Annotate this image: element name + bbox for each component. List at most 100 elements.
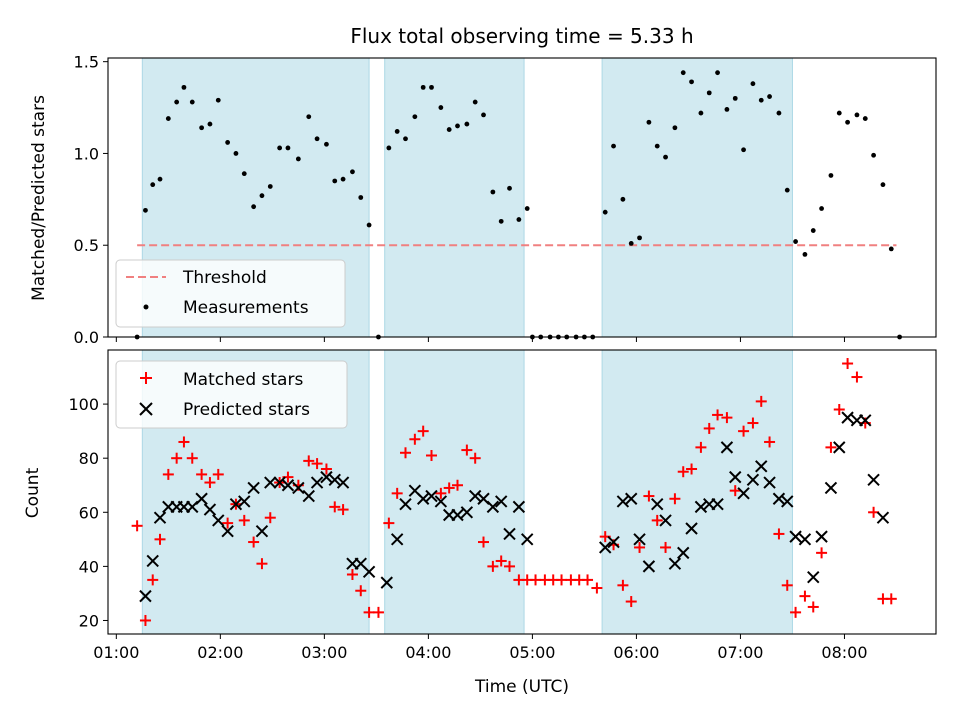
measurements-point [689, 79, 694, 85]
matched-stars-point [363, 606, 375, 618]
x-tick-label: 02:00 [197, 643, 243, 662]
measurements-point [611, 143, 616, 149]
matched-stars-point [186, 452, 198, 464]
measurements-point [241, 171, 247, 177]
measurements-point [680, 70, 686, 76]
measurements-point [845, 119, 850, 125]
predicted-stars-point [867, 473, 880, 487]
x-tick-label: 01:00 [93, 643, 139, 662]
matched-stars-point [409, 433, 421, 445]
predicted-stars-point [633, 533, 646, 546]
predicted-stars-point [763, 476, 776, 489]
predicted-stars-point [798, 533, 812, 546]
measurements-point [394, 129, 400, 134]
measurements-point [767, 94, 772, 99]
matched-stars-point [461, 444, 473, 456]
matched-stars-point [329, 501, 341, 513]
matched-stars-point [755, 395, 767, 407]
legend-measurements-swatch [143, 304, 149, 310]
matched-stars-point [154, 533, 166, 545]
predicted-stars-point [221, 525, 234, 538]
measurements-point [715, 70, 720, 76]
predicted-stars-point [195, 492, 208, 505]
measurements-point [828, 173, 834, 178]
measurements-point [784, 187, 790, 193]
measurements-point [654, 143, 660, 149]
measurements-point [412, 114, 418, 120]
measurements-point [871, 152, 876, 158]
measurements-point [481, 112, 486, 118]
predicted-stars-point [520, 533, 534, 546]
count-y-ticks: 20 40 60 80 100 [68, 395, 108, 630]
predicted-stars-point [815, 530, 828, 543]
predicted-stars-point [320, 470, 333, 484]
measurements-point [189, 99, 195, 105]
matched-stars-point [178, 436, 190, 448]
predicted-stars-point [729, 470, 742, 484]
matched-stars-point [617, 579, 629, 591]
measurements-point [157, 176, 163, 182]
matched-stars-point [669, 493, 681, 505]
y-tick-label: 60 [79, 503, 99, 522]
observing-interval-2 [384, 57, 525, 338]
measurements-point [507, 185, 512, 191]
predicted-stars-point [833, 441, 846, 454]
x-tick-label: 04:00 [405, 643, 451, 662]
matched-stars-point [443, 482, 455, 494]
measurements-point [429, 84, 434, 90]
predicted-stars-point [625, 492, 638, 505]
matched-stars-point [196, 468, 208, 480]
measurements-point [455, 123, 460, 129]
measurements-point [490, 189, 496, 195]
measurements-point [732, 95, 738, 101]
predicted-stars-point [425, 489, 438, 503]
measurements-point [637, 235, 642, 241]
predicted-stars-point [328, 473, 341, 487]
matched-stars-point [643, 490, 655, 502]
matched-stars-point [478, 536, 490, 548]
measurements-point [207, 121, 213, 127]
predicted-stars-point [876, 511, 890, 524]
legend-threshold-label: Threshold [182, 268, 267, 288]
predicted-stars-point [362, 565, 376, 578]
predicted-stars-point [651, 497, 664, 511]
measurements-point [233, 151, 239, 156]
predicted-stars-point [460, 506, 474, 519]
ratio-x-ticks [115, 337, 845, 342]
predicted-stars-point [711, 497, 724, 511]
measurements-point [215, 97, 221, 103]
matched-stars-point [807, 601, 819, 613]
ratio-legend: Threshold Measurements [115, 259, 346, 328]
matched-stars-point [833, 404, 845, 416]
matched-stars-point [383, 517, 395, 529]
predicted-stars-point [486, 500, 500, 514]
matched-stars-point [204, 477, 216, 489]
matched-stars-point [222, 517, 234, 529]
predicted-stars-point [264, 476, 277, 489]
predicted-stars-point [859, 414, 872, 427]
legend-predicted-label: Predicted stars [183, 400, 310, 420]
matched-stars-point [171, 452, 183, 464]
matched-stars-point [355, 585, 367, 597]
predicted-stars-point [229, 497, 243, 511]
predicted-stars-point [416, 492, 430, 505]
ratio-legend-box [115, 259, 346, 328]
observing-intervals-top [141, 57, 793, 338]
predicted-stars-point [302, 489, 315, 503]
x-axis-label: Time (UTC) [474, 677, 569, 697]
matched-stars-point [435, 487, 447, 499]
matched-stars-point [591, 582, 603, 594]
measurements-point [620, 196, 626, 202]
matched-stars-point [851, 371, 863, 383]
measurements-point [259, 193, 265, 199]
measurements-point [888, 246, 894, 252]
measurements-point [314, 136, 320, 142]
matched-stars-point [372, 606, 384, 618]
measurements-point [464, 121, 470, 127]
predicted-stars-point [247, 481, 260, 495]
matched-stars-point [729, 485, 741, 497]
predicted-stars-point [153, 511, 167, 524]
measurements-point [358, 195, 364, 200]
matched-stars-point [212, 468, 224, 480]
